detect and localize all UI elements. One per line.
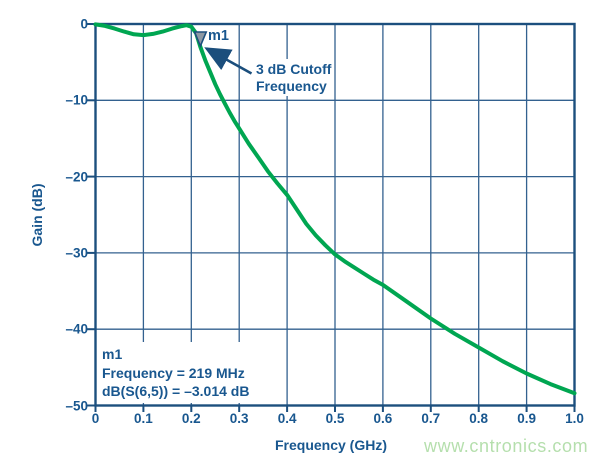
gain-curve [93,22,577,396]
x-tick-label: 1.0 [565,411,584,426]
annotation-arrow [204,47,253,75]
y-tick-label: 0 [80,16,88,32]
x-tick-label: 0.8 [469,411,489,426]
y-tick-label: –20 [65,169,88,185]
x-tick-label: 0 [91,411,100,426]
marker-m1-triangle [193,31,208,49]
x-tick-label: 0.4 [277,411,297,426]
x-tick-label: 0.2 [181,411,201,426]
x-tick-label: 0.1 [134,411,153,426]
x-tick-label: 0.5 [325,411,345,426]
marker-readout-gain: dB(S(6,5)) = –3.014 dB [102,383,250,400]
plot-border [94,22,576,407]
cutoff-annotation-line2: Frequency [256,77,327,94]
y-tick-label: –10 [65,92,88,108]
y-tick-label: –40 [65,321,88,337]
x-tick-label: 0.6 [373,411,393,426]
x-tick-label: 0.9 [517,411,536,426]
marker-readout-box: m1 Frequency = 219 MHz dB(S(6,5)) = –3.0… [97,342,257,403]
x-tick-label: 0.3 [229,411,249,426]
x-tick-label: 0.7 [421,411,441,426]
marker-readout-id: m1 [102,346,123,362]
y-axis-title: Gain (dB) [29,183,45,247]
cutoff-annotation-line1: 3 dB Cutoff [256,61,332,77]
watermark: www.cntronics.com [424,436,589,456]
y-tick-label: –30 [65,245,88,261]
cutoff-annotation: 3 dB Cutoff Frequency [253,59,335,96]
marker-m1-label: m1 [208,28,229,44]
x-axis-title: Frequency (GHz) [274,437,388,453]
y-tick-label: –50 [65,398,88,413]
marker-readout-frequency: Frequency = 219 MHz [102,364,245,381]
